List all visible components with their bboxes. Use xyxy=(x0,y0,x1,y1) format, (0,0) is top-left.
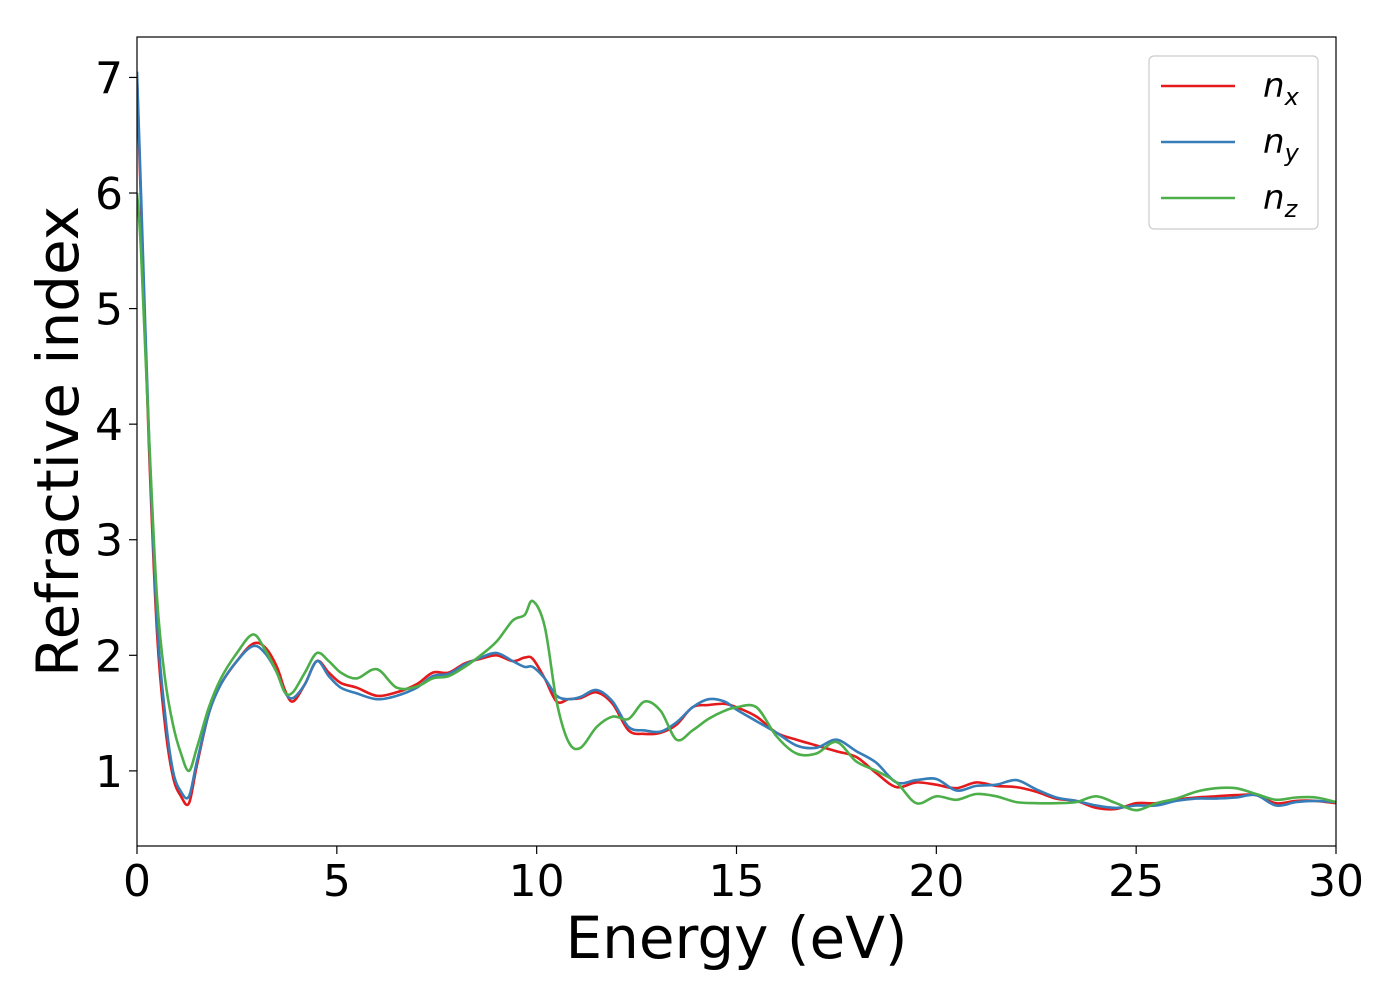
series-lines xyxy=(137,71,1336,812)
x-axis-label: Energy (eV) xyxy=(565,904,907,972)
legend-label: ny xyxy=(1263,122,1300,167)
y-tick-label: 2 xyxy=(95,631,123,682)
y-tick-label: 1 xyxy=(95,747,123,798)
x-tick-label: 10 xyxy=(509,856,565,907)
y-tick-label: 7 xyxy=(95,53,123,104)
y-tick-label: 3 xyxy=(95,516,123,567)
y-axis-ticks: 1 2 3 4 5 6 7 xyxy=(95,53,137,798)
y-tick-label: 6 xyxy=(95,169,123,220)
series-line-z xyxy=(137,192,1336,812)
x-tick-label: 15 xyxy=(709,856,765,907)
y-tick-label: 5 xyxy=(95,285,123,336)
legend-label: nx xyxy=(1263,66,1300,111)
y-axis-label: Refractive index xyxy=(24,206,92,677)
legend-entry-y: ny xyxy=(1161,122,1300,167)
x-tick-label: 20 xyxy=(908,856,964,907)
legend: nx ny nz xyxy=(1148,55,1319,230)
legend-entry-z: nz xyxy=(1161,178,1299,223)
x-tick-label: 30 xyxy=(1308,856,1364,907)
x-tick-label: 5 xyxy=(323,856,351,907)
legend-label: nz xyxy=(1263,178,1299,223)
x-axis-ticks: 0 5 10 15 20 25 30 xyxy=(123,846,1364,907)
x-tick-label: 0 xyxy=(123,856,151,907)
legend-entry-x: nx xyxy=(1161,66,1300,111)
y-tick-label: 4 xyxy=(95,400,123,451)
x-tick-label: 25 xyxy=(1108,856,1164,907)
